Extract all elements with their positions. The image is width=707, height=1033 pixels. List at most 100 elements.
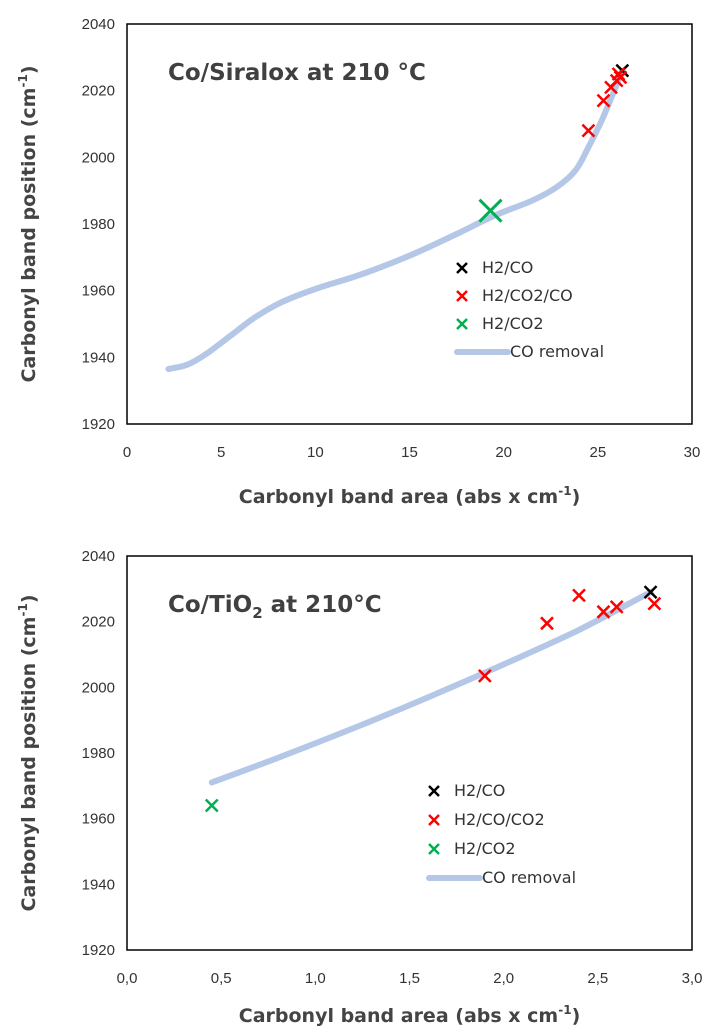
x-axis-title-text: Carbonyl band area (abs x cm xyxy=(239,486,558,508)
legend-item: H2/CO2 xyxy=(428,839,516,858)
data-point xyxy=(204,798,219,813)
legend-swatch-marker-stroke-b xyxy=(456,290,468,302)
legend-label: H2/CO xyxy=(454,781,505,800)
y-tick-label: 2040 xyxy=(82,548,115,565)
x-axis-title-text: Carbonyl band area (abs x cm xyxy=(239,1005,558,1027)
x-tick-label: 3,0 xyxy=(682,970,703,987)
data-point-stroke-b xyxy=(596,93,611,108)
legend: H2/CO H2/CO2/CO H2/CO2 CO removal xyxy=(454,258,604,361)
data-point-stroke-b xyxy=(478,198,503,223)
y-axis-title-end: ) xyxy=(18,65,40,74)
chart-2: 1920 1940 1960 1980 2000 2020 2040 0,0 0,5 1,0 1,5… xyxy=(16,548,702,1027)
data-point xyxy=(572,588,586,603)
x-tick-label: 2,0 xyxy=(493,970,514,987)
y-tick-label: 2000 xyxy=(82,149,115,166)
legend-swatch-marker xyxy=(428,785,440,797)
data-point-stroke-b xyxy=(613,70,628,85)
y-axis-title-sup: -1 xyxy=(16,603,30,616)
y-tick-label: 1940 xyxy=(82,876,115,893)
data-point-stroke-b xyxy=(581,123,596,138)
chart-title-part: Co/TiO xyxy=(168,592,252,618)
chart-title-part: Co/Siralox at 210 °C xyxy=(168,60,426,86)
series-line-co-removal xyxy=(208,589,654,786)
legend-item: H2/CO xyxy=(456,258,533,277)
y-tick-label: 1980 xyxy=(82,216,115,233)
x-tick-label: 1,0 xyxy=(305,970,326,987)
legend-label: H2/CO2/CO xyxy=(482,286,573,305)
chart-1: 1920 1940 1960 1980 2000 2020 2040 0 5 10 15 20 25 30… xyxy=(16,16,700,508)
y-axis-title-sup: -1 xyxy=(16,74,30,87)
y-axis-title-text: Carbonyl band position (cm xyxy=(18,617,40,912)
legend-swatch-marker xyxy=(428,843,440,855)
x-tick-label: 0 xyxy=(123,444,131,461)
data-point xyxy=(477,668,492,683)
data-point xyxy=(647,596,662,611)
x-axis-title-sup: -1 xyxy=(558,1003,571,1017)
data-point xyxy=(609,600,624,614)
legend-item: CO removal xyxy=(454,342,604,361)
x-tick-label: 20 xyxy=(495,444,512,461)
x-tick-label: 2,5 xyxy=(587,970,608,987)
data-point-stroke-b xyxy=(477,668,492,683)
x-tick-label: 0,5 xyxy=(211,970,232,987)
legend-item: CO removal xyxy=(426,868,576,887)
chart-title-subscript: 2 xyxy=(252,604,262,622)
data-point xyxy=(540,616,554,631)
legend-item: H2/CO xyxy=(428,781,505,800)
legend-item: H2/CO2 xyxy=(456,314,544,333)
x-axis-title-end: ) xyxy=(572,486,581,508)
legend-label: CO removal xyxy=(510,342,604,361)
y-axis-title-end: ) xyxy=(18,594,40,603)
x-tick-label: 0,0 xyxy=(117,970,138,987)
x-tick-label: 10 xyxy=(307,444,324,461)
data-point-stroke-b xyxy=(572,588,586,603)
y-axis-title: Carbonyl band position (cm-1) xyxy=(16,65,40,382)
chart-title: Co/Siralox at 210 °C xyxy=(168,60,426,86)
legend-label: H2/CO/CO2 xyxy=(454,810,545,829)
y-axis-title-text: Carbonyl band position (cm xyxy=(18,88,40,383)
legend-label: H2/CO2 xyxy=(482,314,544,333)
legend-swatch-marker xyxy=(456,318,468,330)
data-point-stroke-b xyxy=(540,616,554,631)
legend-swatch-marker-stroke-b xyxy=(428,785,440,797)
x-tick-label: 15 xyxy=(401,444,418,461)
legend-swatch-marker-stroke-b xyxy=(428,814,440,826)
x-axis-title-end: ) xyxy=(572,1005,581,1027)
y-tick-label: 1920 xyxy=(82,942,115,959)
plot-area-frame xyxy=(126,23,693,425)
legend-item: H2/CO2/CO xyxy=(456,286,573,305)
data-point-stroke-b xyxy=(643,585,658,600)
legend: H2/CO H2/CO/CO2 H2/CO2 CO removal xyxy=(426,781,576,887)
legend-label: H2/CO xyxy=(482,258,533,277)
data-point xyxy=(596,93,611,108)
plot-area-frame xyxy=(126,555,693,951)
chart-title-part: at 210°C xyxy=(263,592,382,618)
x-tick-label: 30 xyxy=(684,444,701,461)
data-point-stroke-b xyxy=(647,596,662,611)
legend-swatch-marker-stroke-b xyxy=(428,843,440,855)
legend-label: H2/CO2 xyxy=(454,839,516,858)
x-tick-label: 5 xyxy=(217,444,225,461)
data-point xyxy=(613,70,628,85)
data-point-stroke-b xyxy=(596,604,611,619)
data-point-stroke-b xyxy=(609,600,624,614)
x-tick-label: 25 xyxy=(589,444,606,461)
data-point xyxy=(581,123,596,138)
y-tick-label: 2040 xyxy=(82,16,115,33)
legend-label: CO removal xyxy=(482,868,576,887)
y-tick-label: 1960 xyxy=(82,283,115,300)
y-tick-label: 2020 xyxy=(82,83,115,100)
legend-swatch-marker-stroke-b xyxy=(456,318,468,330)
legend-swatch-marker-stroke-b xyxy=(456,262,468,274)
y-tick-label: 1980 xyxy=(82,745,115,762)
y-tick-label: 2020 xyxy=(82,614,115,631)
y-tick-label: 1960 xyxy=(82,811,115,828)
chart-title: Co/TiO2 at 210°C xyxy=(168,592,382,622)
legend-swatch-marker xyxy=(456,290,468,302)
series-line-co-removal xyxy=(165,67,626,372)
x-tick-label: 1,5 xyxy=(399,970,420,987)
legend-swatch-marker xyxy=(428,814,440,826)
x-axis-title: Carbonyl band area (abs x cm-1) xyxy=(239,484,581,508)
data-point xyxy=(478,198,503,223)
